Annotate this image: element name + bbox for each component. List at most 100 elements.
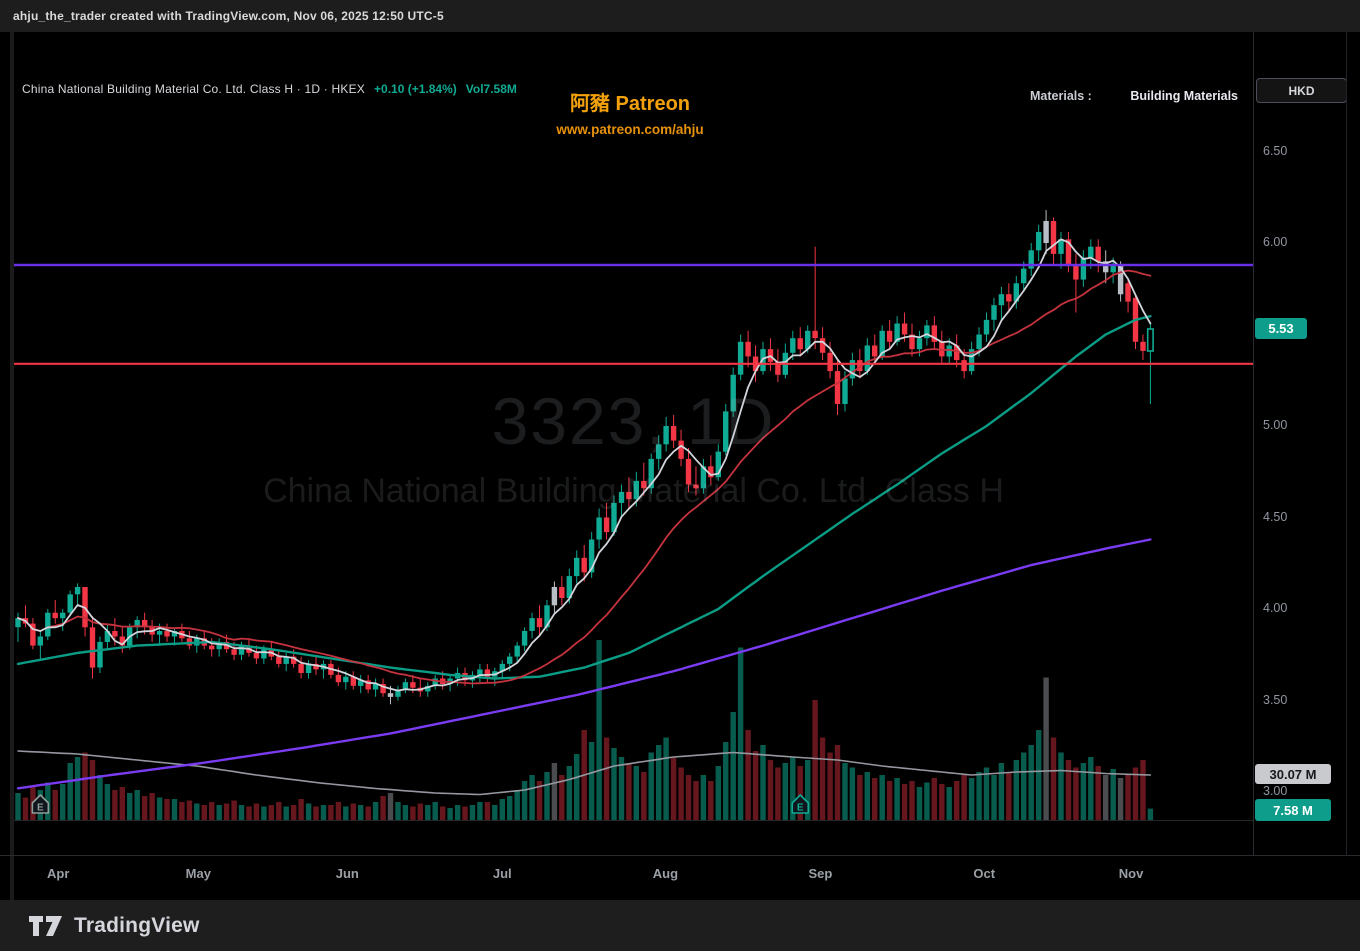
candle-body [536,618,543,628]
tradingview-logo-icon[interactable] [28,914,64,938]
price-tick-label: 4.50 [1263,509,1288,524]
candle-body [641,480,647,489]
candle-body [1028,250,1034,269]
volume-bar [179,802,185,820]
ma-teal-line [16,315,1152,680]
candle-body [74,587,81,595]
volume-bar [60,784,66,820]
attribution-text: ahju_the_trader created with TradingView… [13,9,444,23]
candle-body [60,612,66,619]
volume-bar [983,767,990,820]
watermark-symbol: 3323, 1D [491,384,776,458]
candle-body [827,352,833,372]
candle-body [723,411,729,452]
symbol-title[interactable]: China National Building Material Co. Ltd… [22,82,366,96]
volume-bar [723,742,729,820]
volume-bar [976,772,982,820]
volume-bar [402,805,409,820]
volume-bar [149,793,155,820]
candle-body [924,325,930,339]
volume-bar [708,781,714,820]
watermark-company: China National Building Material Co. Ltd… [263,472,1004,510]
volume-bar [454,805,461,820]
candle-body [432,678,438,686]
candle-body [618,491,625,503]
volume-bar [596,640,602,820]
volume-bar [223,803,230,820]
volume-bar [298,799,304,820]
volume-bar [909,781,915,820]
candle-body [633,480,639,500]
volume-bar [529,775,535,820]
volume-bar [380,796,386,820]
volume-bar [432,802,438,820]
volume-bar [112,790,118,820]
sector-value[interactable]: Building Materials [1130,89,1238,103]
earnings-marker-icon[interactable] [791,794,810,814]
volume-bar [894,778,900,820]
volume-bar [633,766,639,820]
month-tick-label[interactable]: Jul [492,866,512,881]
promo-title: 阿豬 Patreon [569,93,691,115]
volume-readout: Vol7.58M [465,82,517,96]
left-edge-strip [10,32,14,900]
candle-body [380,684,386,694]
candle-body [164,631,170,637]
month-tick-label[interactable]: Sep [808,866,833,881]
volume-bar [127,793,133,820]
volume-bar [678,767,684,820]
candle-body [581,557,587,573]
volume-bar [745,730,751,820]
candle-body [737,341,744,375]
volume-bar [447,808,453,820]
volume-bar [104,784,111,820]
candle-body [15,618,21,628]
volume-bar [469,805,476,820]
volume-bar [916,787,923,820]
candle-body [715,451,721,478]
candle-body [52,612,58,619]
volume-bar [1132,767,1139,820]
volume-bar [209,802,215,820]
month-tick-label[interactable]: Oct [973,866,996,881]
volume-bar [1103,775,1109,820]
volume-bar [305,803,312,820]
candle-body [775,362,781,375]
volume-bar [246,806,252,820]
plot-bottom-line [14,820,1253,821]
volume-bar [715,766,721,820]
month-tick-label[interactable]: Nov [1118,866,1144,881]
month-tick-label[interactable]: Jun [335,866,359,881]
month-tick-label[interactable]: Apr [47,866,70,881]
candle-body [872,345,878,357]
earnings-marker-icon[interactable] [31,794,50,814]
volume-bar [663,737,669,820]
volume-bar [387,793,394,820]
volume-bar [507,796,513,820]
symbol-header-row: China National Building Material Co. Ltd… [22,82,517,96]
candle-body [97,641,103,668]
price-tick-label: 3.00 [1263,784,1288,798]
currency-button[interactable]: HKD [1256,78,1347,103]
volume-bar [819,737,826,820]
volume-bar [425,805,431,820]
volume-bar [1095,766,1101,820]
volume-bar [991,775,997,820]
candle-body [976,334,982,350]
volume-bar [775,767,781,820]
candle-body [30,623,36,646]
month-tick-label[interactable]: Aug [652,866,679,881]
month-tick-label[interactable]: May [185,866,211,881]
volume-bar [67,763,73,820]
candle-body [574,557,580,577]
volume-bar [842,763,848,820]
promo-url[interactable]: www.patreon.com/ahju [556,122,704,137]
volume-bar [670,757,677,820]
volume-bar [201,805,207,820]
volume-bar [886,781,893,820]
candle-body [812,330,818,339]
tradingview-brand-text[interactable]: TradingView [74,913,200,937]
price-tick-label: 3.50 [1263,692,1288,707]
